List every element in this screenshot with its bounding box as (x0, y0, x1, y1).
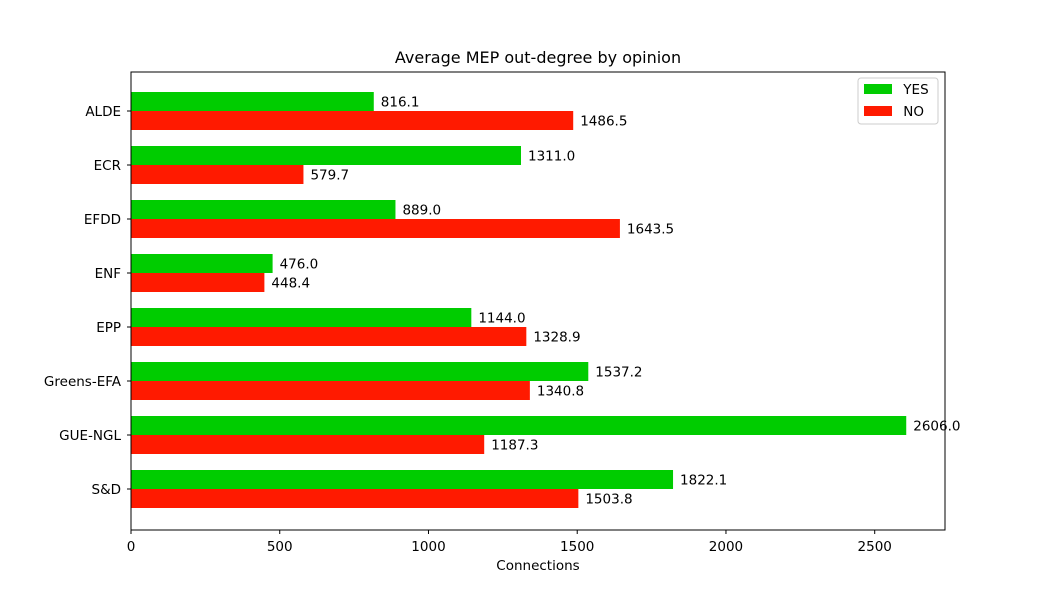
bar-yes-efdd (131, 200, 396, 219)
y-tick-label: EFDD (84, 212, 121, 228)
x-tick-label: 2500 (858, 539, 892, 555)
legend-swatch-yes (864, 84, 892, 94)
bar-yes-enf (131, 254, 273, 273)
data-label: 1311.0 (528, 149, 575, 165)
data-label: 816.1 (381, 95, 420, 111)
bar-no-efdd (131, 219, 620, 238)
data-label: 1340.8 (537, 384, 584, 400)
bar-yes-gue-ngl (131, 416, 907, 435)
bar-yes-alde (131, 92, 374, 111)
legend-swatch-no (864, 106, 892, 116)
data-label: 579.7 (310, 168, 349, 184)
bar-yes-epp (131, 308, 472, 327)
x-tick-label: 1000 (411, 539, 445, 555)
bar-no-greens-efa (131, 381, 530, 400)
data-label: 1328.9 (533, 330, 580, 346)
x-tick-label: 2000 (709, 539, 743, 555)
y-tick-label: GUE-NGL (59, 428, 121, 444)
bar-no-gue-ngl (131, 435, 485, 454)
data-label: 1643.5 (627, 222, 674, 238)
bar-yes-ecr (131, 146, 521, 165)
bar-no-alde (131, 111, 574, 130)
y-tick-label: ECR (94, 158, 121, 174)
data-label: 1486.5 (580, 114, 627, 130)
x-tick-label: 0 (127, 539, 136, 555)
data-label: 1822.1 (680, 473, 727, 489)
y-tick-label: S&D (92, 482, 122, 498)
legend-label-yes: YES (899, 82, 929, 98)
x-tick-label: 1500 (560, 539, 594, 555)
legend-label-no: NO (899, 104, 924, 120)
plot-frame (130, 71, 946, 531)
bar-no-s-d (131, 489, 579, 508)
chart-title: Average MEP out-degree by opinion (395, 48, 681, 67)
data-label: 448.4 (271, 276, 310, 292)
y-tick-label: Greens-EFA (44, 374, 122, 390)
bars-layer (131, 92, 907, 508)
bar-no-epp (131, 327, 527, 346)
data-label: 1144.0 (478, 311, 525, 327)
data-label: 1187.3 (491, 438, 538, 454)
data-label: 1537.2 (595, 365, 642, 381)
data-label: 1503.8 (585, 492, 632, 508)
bar-no-enf (131, 273, 265, 292)
data-label: 2606.0 (913, 419, 960, 435)
bar-yes-s-d (131, 470, 674, 489)
data-labels-layer: 816.1 1486.5 1311.0 579.7 889.0 1643.5 476.0 44… (271, 95, 960, 508)
x-axis-label: Connections (496, 558, 579, 574)
y-tick-label: ALDE (85, 104, 121, 120)
y-axis: ALDE ECR EFDD ENF EPP Greens-EFA GUE-NGL S&D (44, 104, 131, 498)
x-axis: 0 500 1000 1500 2000 2500 (127, 530, 892, 555)
y-tick-label: ENF (95, 266, 121, 282)
x-tick-label: 500 (267, 539, 293, 555)
bar-no-ecr (131, 165, 304, 184)
y-tick-label: EPP (96, 320, 121, 336)
legend: YES NO (857, 77, 939, 125)
bar-yes-greens-efa (131, 362, 589, 381)
data-label: 476.0 (280, 257, 319, 273)
data-label: 889.0 (402, 203, 441, 219)
